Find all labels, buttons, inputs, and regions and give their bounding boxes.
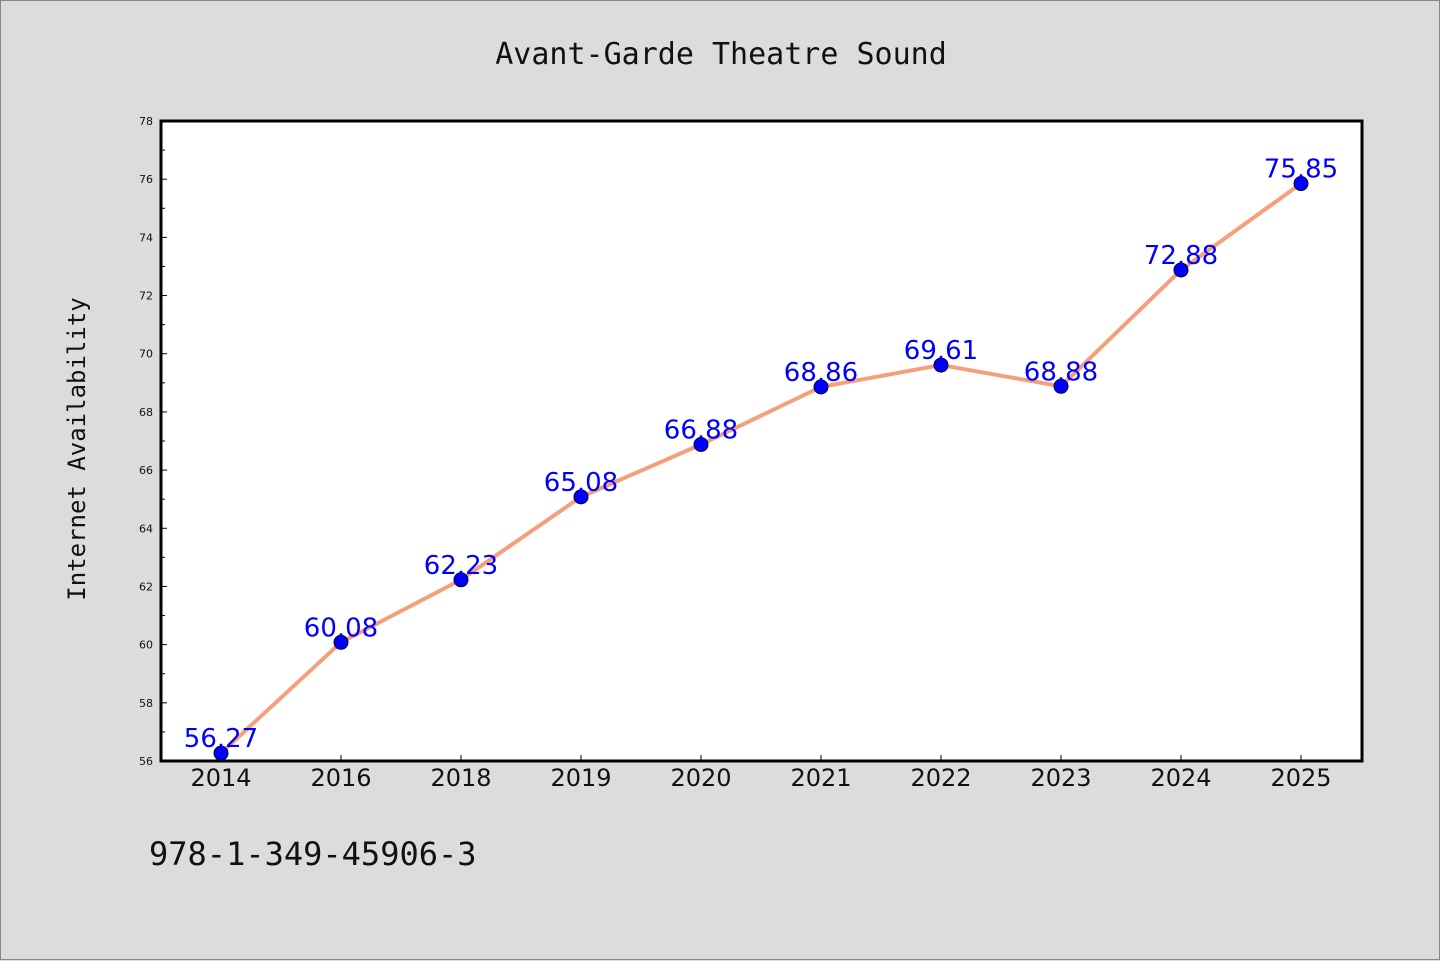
plot-area [159, 119, 1364, 763]
data-label: 60.08 [304, 613, 378, 643]
y-tick-label: 62 [139, 580, 153, 593]
data-label: 56.27 [184, 724, 258, 754]
data-label: 66.88 [664, 415, 738, 445]
y-tick-label: 78 [139, 115, 153, 128]
x-tick-label: 2014 [190, 764, 251, 792]
y-tick-label: 64 [139, 522, 153, 535]
series-line [219, 181, 1303, 755]
x-tick-label: 2020 [670, 764, 731, 792]
data-label: 68.86 [784, 358, 858, 388]
x-tick-label: 2025 [1270, 764, 1331, 792]
y-tick-label: 76 [139, 173, 153, 186]
x-tick-label: 2022 [910, 764, 971, 792]
x-tick-label: 2021 [790, 764, 851, 792]
y-tick-label: 70 [139, 348, 153, 361]
data-point [213, 745, 229, 761]
data-label: 65.08 [544, 468, 618, 498]
data-label: 62.23 [424, 551, 498, 581]
data-label: 72.88 [1144, 241, 1218, 271]
series-group: 56.27 60.08 62.23 65.08 66.88 68.86 69.61 68.88… [184, 155, 1338, 761]
data-point [693, 436, 709, 452]
y-tick-label: 74 [139, 231, 153, 244]
y-tick-label: 66 [139, 464, 153, 477]
data-point [453, 572, 469, 588]
data-point [573, 489, 589, 505]
data-point [933, 357, 949, 373]
x-tick-label: 2018 [430, 764, 491, 792]
data-label: 69.61 [904, 336, 978, 366]
data-point [1293, 176, 1309, 192]
y-axis-label: Internet Availability [63, 297, 91, 600]
data-label: 75.85 [1264, 155, 1338, 185]
y-tick-label: 56 [139, 755, 153, 768]
data-point [333, 634, 349, 650]
x-tick-label: 2016 [310, 764, 371, 792]
data-point [813, 379, 829, 395]
x-axis: 2014 2016 2018 2019 2020 2021 2022 2023 2024 2025 [190, 755, 1332, 792]
y-tick-label: 58 [139, 697, 153, 710]
data-label: 68.88 [1024, 357, 1098, 387]
y-tick-label: 72 [139, 290, 153, 303]
x-tick-label: 2019 [550, 764, 611, 792]
data-point [1173, 262, 1189, 278]
x-tick-label: 2023 [1030, 764, 1091, 792]
x-tick-label: 2024 [1150, 764, 1211, 792]
y-tick-label: 60 [139, 639, 153, 652]
y-axis: 56 58 60 62 64 66 68 70 72 74 76 78 [139, 115, 167, 768]
y-tick-label: 68 [139, 406, 153, 419]
footer-identifier: 978-1-349-45906-3 [149, 835, 477, 873]
data-point [1053, 378, 1069, 394]
chart-title: Avant-Garde Theatre Sound [495, 37, 947, 72]
